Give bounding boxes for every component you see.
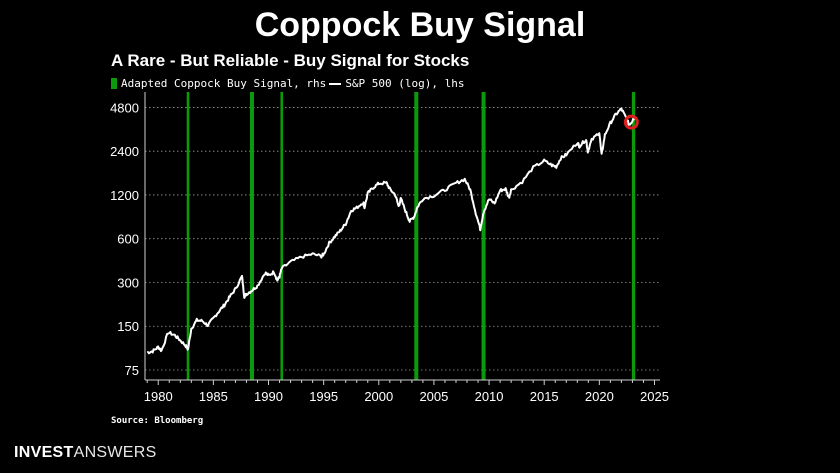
buy-signal-bar (186, 92, 190, 380)
sp500-line (146, 107, 637, 355)
x-tick-label: 1990 (254, 389, 283, 404)
buy-signal-bar (249, 92, 254, 380)
x-tick-label: 2010 (475, 389, 504, 404)
axes: 75 150 300 600 1200 2400 4800 1980 1985 1990 1995 2… (110, 92, 669, 404)
y-tick-label: 4800 (110, 100, 139, 115)
y-tick-label: 300 (117, 275, 139, 290)
buy-signal-bar (631, 92, 636, 380)
x-tick-label: 2020 (585, 389, 614, 404)
legend-swatch-white (329, 82, 342, 85)
x-tick-label: 2025 (640, 389, 669, 404)
x-tick-label: 1980 (144, 389, 173, 404)
y-tick-label: 150 (117, 319, 139, 334)
x-tick-label: 2005 (419, 389, 448, 404)
legend-swatch-green (111, 78, 117, 89)
y-tick-label: 600 (117, 232, 139, 247)
brand-logo: INVESTANSWERS (14, 444, 157, 462)
x-tick-label: 2015 (530, 389, 559, 404)
buy-signal-bar (414, 92, 419, 380)
buy-signal-bar (481, 92, 486, 380)
buy-signal-bar (280, 92, 284, 380)
legend-label-coppock: Adapted Coppock Buy Signal, rhs (121, 77, 327, 90)
x-tick-label: 1985 (199, 389, 228, 404)
sp500-series (146, 107, 637, 355)
x-tick-label: 2000 (364, 389, 393, 404)
page-title: Coppock Buy Signal (254, 6, 586, 44)
legend-label-sp500: S&P 500 (log), lhs (345, 77, 465, 90)
source-note: Source: Bloomberg (111, 416, 204, 426)
gridlines (145, 107, 660, 371)
y-tick-label: 75 (125, 363, 139, 378)
red-circle-marker (623, 114, 639, 130)
y-tick-label: 2400 (110, 144, 139, 159)
chart-legend: Adapted Coppock Buy Signal, rhs S&P 500 … (111, 77, 465, 90)
annotation-marker (623, 114, 639, 130)
y-tick-label: 1200 (110, 188, 139, 203)
buy-signal-bars (186, 92, 636, 380)
x-tick-label: 1995 (309, 389, 338, 404)
brand-logo-light: ANSWERS (73, 444, 157, 461)
chart-subtitle: A Rare - But Reliable - Buy Signal for S… (111, 51, 470, 70)
brand-logo-bold: INVEST (14, 444, 74, 461)
